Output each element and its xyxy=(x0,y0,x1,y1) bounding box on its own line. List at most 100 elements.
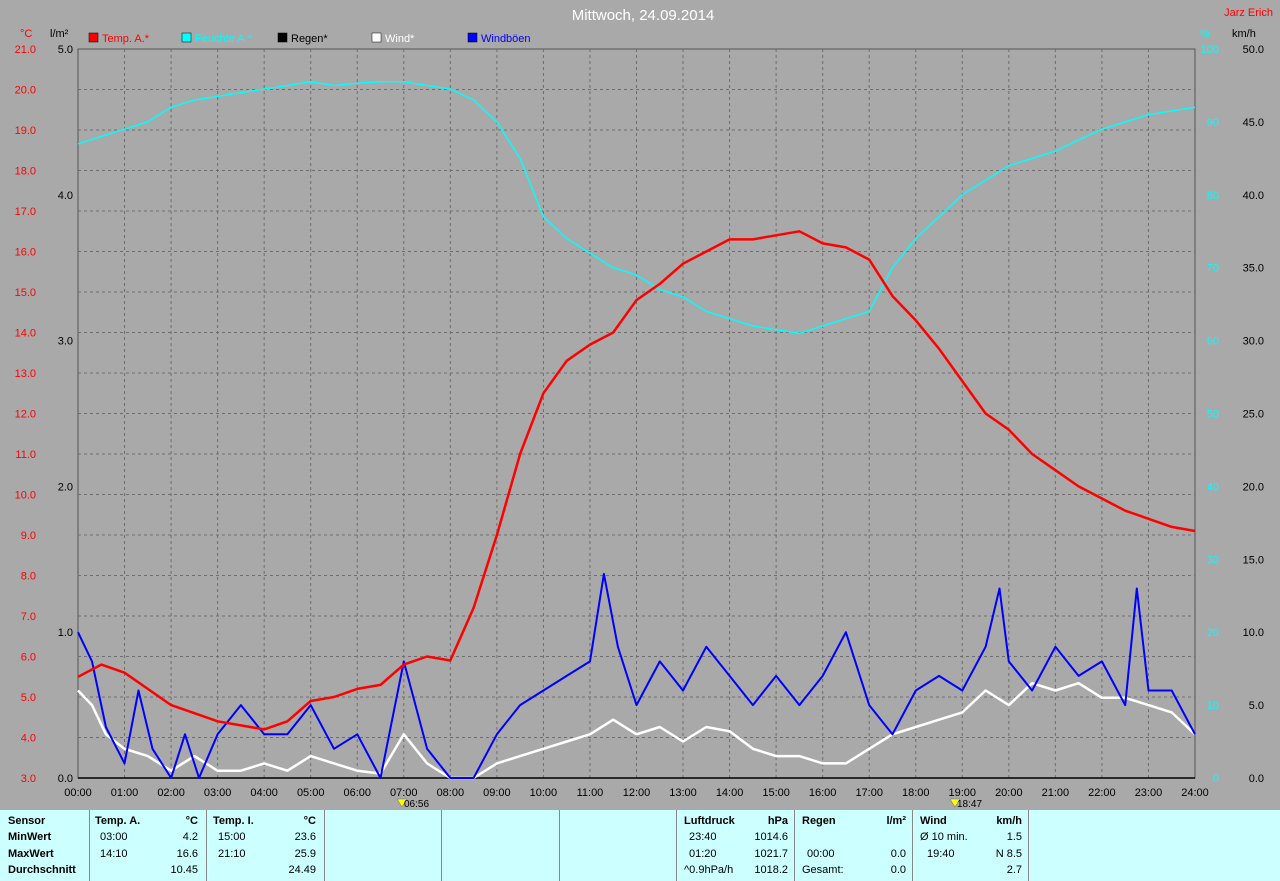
temp-tick-label: 20.0 xyxy=(15,85,36,97)
temp-tick-label: 17.0 xyxy=(15,206,36,218)
temp-tick-label: 7.0 xyxy=(21,611,36,623)
x-tick-label: 03:00 xyxy=(204,787,232,799)
sunrise-marker: 06:56 xyxy=(396,798,429,810)
grid xyxy=(78,49,1195,778)
temp-i-title: Temp. I. xyxy=(213,815,254,827)
wind-max-value: N 8.5 xyxy=(995,848,1022,860)
x-tick-label: 06:00 xyxy=(343,787,371,799)
legend-label-wind: Wind* xyxy=(385,33,415,45)
temp-unit-label: °C xyxy=(20,28,32,40)
humidity-unit-label: % xyxy=(1200,28,1210,40)
x-tick-label: 19:00 xyxy=(949,787,977,799)
gust-series-line xyxy=(77,572,1196,779)
humidity-tick-label: 100 xyxy=(1201,44,1219,56)
temp-a-min-time: 03:00 xyxy=(100,831,128,843)
sensor-row-max: MaxWert xyxy=(8,848,54,860)
sensor-title: Sensor xyxy=(8,815,46,827)
humidity-series-line xyxy=(77,81,1196,335)
rain-max-value: 0.0 xyxy=(890,848,906,860)
x-tick-label: 21:00 xyxy=(1042,787,1070,799)
wind-series-line xyxy=(77,681,1196,780)
stats-panel-pressure: Luftdruck hPa 23:40 1014.6 01:20 1021.7 … xyxy=(677,810,794,881)
rain-unit: l/m² xyxy=(886,815,906,827)
stats-panel-empty-1 xyxy=(325,810,441,881)
x-tick-label: 05:00 xyxy=(297,787,325,799)
legend-label-temp: Temp. A.* xyxy=(102,33,150,45)
temp-tick-label: 11.0 xyxy=(15,449,36,461)
pressure-title: Luftdruck xyxy=(684,815,735,827)
temp-tick-label: 10.0 xyxy=(15,490,36,502)
temp-tick-label: 16.0 xyxy=(15,247,36,259)
legend: Temp. A.* Feuchte A.* Regen* Wind* Windb… xyxy=(88,32,531,45)
series xyxy=(77,81,1196,780)
rain-unit-label: l/m² xyxy=(50,28,69,40)
panel-divider xyxy=(676,810,677,881)
wind-tick-label: 10.0 xyxy=(1243,627,1264,639)
humidity-tick-label: 0 xyxy=(1213,773,1219,785)
temp-i-max-value: 25.9 xyxy=(294,848,316,860)
legend-label-rain: Regen* xyxy=(291,33,328,45)
stats-panel-wind: Wind km/h Ø 10 min. 1.5 19:40 N 8.5 2.7 xyxy=(913,810,1028,881)
pressure-unit: hPa xyxy=(767,815,788,827)
humidity-tick-label: 50 xyxy=(1207,409,1219,421)
y-axis-ticks: 3.0 4.0 5.0 6.0 7.0 8.0 9.0 10.0 11.0 12.0 13.0 14.… xyxy=(15,44,1264,785)
wind-title: Wind xyxy=(920,815,947,827)
temp-tick-label: 4.0 xyxy=(21,733,36,745)
wind-tick-label: 30.0 xyxy=(1243,336,1264,348)
temp-i-avg-value: 24.49 xyxy=(288,864,316,876)
wind-tick-label: 50.0 xyxy=(1243,44,1264,56)
wind-max-time: 19:40 xyxy=(927,848,955,860)
chart-title: Mittwoch, 24.09.2014 xyxy=(572,7,715,24)
x-tick-label: 00:00 xyxy=(64,787,92,799)
stats-panel-empty-4 xyxy=(1029,810,1280,881)
stats-panel-empty-2 xyxy=(442,810,559,881)
wind-avg10-value: 1.5 xyxy=(1006,831,1022,843)
temp-i-min-value: 23.6 xyxy=(294,831,316,843)
x-tick-label: 11:00 xyxy=(577,787,604,799)
pressure-min-time: 23:40 xyxy=(689,831,717,843)
temp-a-min-value: 4.2 xyxy=(182,831,198,843)
stats-panel-temp-a: Temp. A. °C 03:00 4.2 14:10 16.6 10.45 xyxy=(90,810,206,881)
legend-label-gusts: Windböen xyxy=(481,33,531,45)
temp-tick-label: 13.0 xyxy=(15,368,36,380)
wind-tick-label: 25.0 xyxy=(1243,409,1264,421)
temp-tick-label: 6.0 xyxy=(21,652,36,664)
humidity-tick-label: 40 xyxy=(1207,481,1219,493)
temp-a-avg-value: 10.45 xyxy=(170,864,198,876)
panel-divider xyxy=(89,810,90,881)
rain-max-time: 00:00 xyxy=(807,848,835,860)
x-tick-label: 17:00 xyxy=(855,787,883,799)
sensor-row-min: MinWert xyxy=(8,831,52,843)
temp-tick-label: 18.0 xyxy=(15,166,36,178)
wind-tick-label: 15.0 xyxy=(1243,554,1264,566)
x-tick-label: 20:00 xyxy=(995,787,1023,799)
legend-swatch-temp xyxy=(88,32,99,43)
stats-panel-rain: Regen l/m² 00:00 0.0 Gesamt: 0.0 xyxy=(795,810,912,881)
x-tick-label: 12:00 xyxy=(623,787,651,799)
x-tick-label: 13:00 xyxy=(669,787,697,799)
x-tick-label: 18:00 xyxy=(902,787,930,799)
sunset-icon xyxy=(949,798,961,808)
wind-tick-label: 20.0 xyxy=(1243,481,1264,493)
panel-divider xyxy=(559,810,560,881)
sunrise-icon xyxy=(396,798,408,808)
humidity-tick-label: 10 xyxy=(1207,700,1219,712)
author-label: Jarz Erich xyxy=(1224,7,1273,19)
temp-tick-label: 19.0 xyxy=(15,125,36,137)
legend-label-humidity: Feuchte A.* xyxy=(195,33,253,45)
x-tick-label: 15:00 xyxy=(762,787,790,799)
humidity-tick-label: 20 xyxy=(1207,627,1219,639)
x-tick-label: 16:00 xyxy=(809,787,837,799)
rain-tick-label: 0.0 xyxy=(58,773,73,785)
legend-swatch-rain xyxy=(277,32,288,43)
temp-i-unit: °C xyxy=(303,815,316,827)
panel-divider xyxy=(441,810,442,881)
x-tick-label: 04:00 xyxy=(250,787,278,799)
temp-tick-label: 14.0 xyxy=(15,328,36,340)
rain-title: Regen xyxy=(802,815,836,827)
humidity-tick-label: 90 xyxy=(1207,117,1219,129)
panel-divider xyxy=(206,810,207,881)
legend-swatch-wind xyxy=(371,32,382,43)
plot-area: 3.0 4.0 5.0 6.0 7.0 8.0 9.0 10.0 11.0 12.0 13.0 14.… xyxy=(15,44,1264,799)
wind-tick-label: 45.0 xyxy=(1243,117,1264,129)
